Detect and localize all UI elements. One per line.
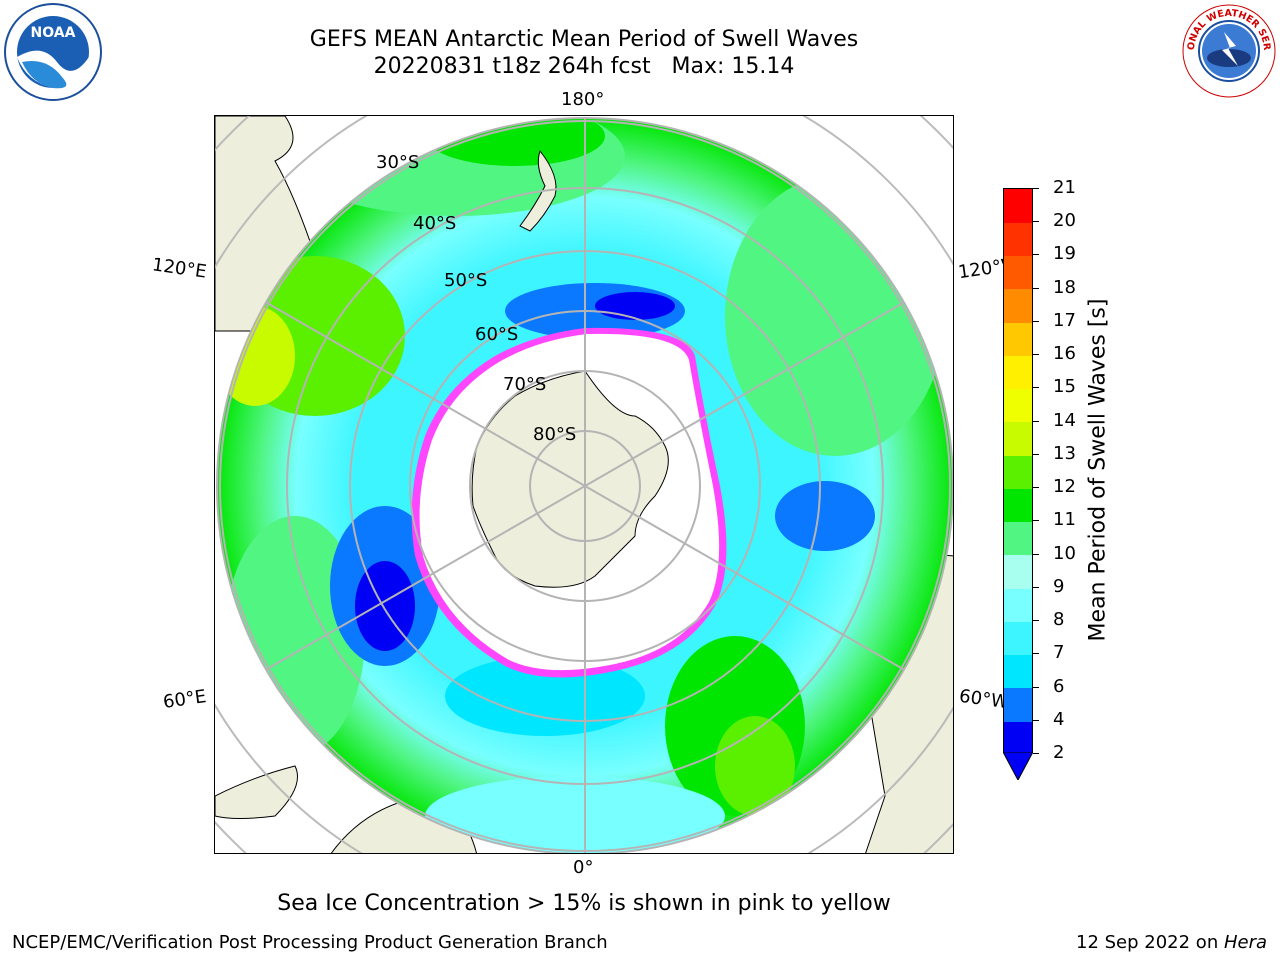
- colorbar-tick-mark: [1033, 520, 1039, 522]
- colorbar-tick-label: 20: [1053, 210, 1076, 232]
- polar-map-canvas: [215, 116, 953, 853]
- colorbar-tick-mark: [1033, 753, 1039, 754]
- nws-logo: NATIONAL WEATHER SERVICE: [1180, 2, 1276, 98]
- colorbar-tick-mark: [1033, 653, 1039, 655]
- lon-label-0: 0°: [573, 857, 594, 878]
- colorbar-tick-mark: [1033, 221, 1039, 223]
- colorbar-tick-label: 13: [1053, 442, 1076, 464]
- land-new-zealand: [519, 149, 557, 232]
- colorbar-segment: [1004, 388, 1032, 423]
- colorbar-segment: [1004, 687, 1032, 722]
- colorbar-tick-label: 11: [1053, 509, 1076, 531]
- colorbar-tick-label: 6: [1053, 675, 1065, 697]
- lat-label-40s: 40°S: [413, 213, 457, 234]
- colorbar-extend-arrow: [1003, 752, 1033, 780]
- colorbar-segment: [1004, 421, 1032, 456]
- colorbar: [1003, 188, 1033, 755]
- lat-label-50s: 50°S: [444, 270, 488, 291]
- colorbar-segment: [1004, 454, 1032, 489]
- map-title: GEFS MEAN Antarctic Mean Period of Swell…: [309, 27, 859, 52]
- colorbar-tick-mark: [1033, 287, 1039, 289]
- colorbar-tick-label: 16: [1053, 343, 1076, 365]
- colorbar-segment: [1004, 554, 1032, 589]
- colorbar-label: Mean Period of Swell Waves [s]: [1085, 298, 1111, 642]
- colorbar-tick-label: 12: [1053, 476, 1076, 498]
- colorbar-tick-label: 8: [1053, 609, 1065, 631]
- colorbar-segment: [1004, 654, 1032, 689]
- colorbar-tick-mark: [1033, 254, 1039, 256]
- noaa-logo: NOAA: [4, 3, 102, 101]
- lat-label-70s: 70°S: [503, 374, 547, 395]
- colorbar-tick-label: 9: [1053, 575, 1065, 597]
- lon-label-180: 180°: [561, 89, 605, 110]
- colorbar-tick-label: 19: [1053, 243, 1076, 265]
- colorbar-tick-mark: [1033, 620, 1039, 622]
- land-madagascar: [215, 765, 298, 819]
- colorbar-tick-mark: [1033, 487, 1039, 489]
- colorbar-tick-label: 17: [1053, 309, 1076, 331]
- colorbar-tick-mark: [1033, 387, 1039, 389]
- colorbar-segment: [1004, 355, 1032, 390]
- colorbar-tick-label: 15: [1053, 376, 1076, 398]
- footer-host: Hera: [1223, 932, 1267, 953]
- colorbar-segment: [1004, 288, 1032, 323]
- colorbar-tick-label: 2: [1053, 742, 1065, 763]
- colorbar-segment: [1004, 189, 1032, 223]
- lat-label-30s: 30°S: [376, 152, 420, 173]
- colorbar-tick-mark: [1033, 354, 1039, 356]
- colorbar-tick-label: 7: [1053, 642, 1065, 664]
- lon-label-120e: 120°E: [150, 254, 208, 283]
- colorbar-segment: [1004, 621, 1032, 656]
- colorbar-tick-label: 18: [1053, 276, 1076, 298]
- colorbar-segment: [1004, 222, 1032, 257]
- colorbar-tick-mark: [1033, 686, 1039, 688]
- colorbar-segment: [1004, 321, 1032, 356]
- colorbar-tick-label: 10: [1053, 542, 1076, 564]
- lon-label-60e: 60°E: [161, 686, 208, 713]
- footer-date-text: 12 Sep 2022 on: [1076, 932, 1224, 953]
- polar-map: [214, 115, 954, 854]
- colorbar-segment: [1004, 488, 1032, 523]
- colorbar-tick-mark: [1033, 553, 1039, 555]
- colorbar-tick-label: 14: [1053, 409, 1076, 431]
- colorbar-tick-label: 21: [1053, 177, 1076, 198]
- colorbar-tick-mark: [1033, 420, 1039, 422]
- colorbar-tick-mark: [1033, 320, 1039, 322]
- colorbar-tick-mark: [1033, 453, 1039, 455]
- footer-credit: NCEP/EMC/Verification Post Processing Pr…: [12, 932, 608, 953]
- colorbar-tick-mark: [1033, 719, 1039, 721]
- sea-ice-note: Sea Ice Concentration > 15% is shown in …: [277, 891, 891, 916]
- map-subtitle-run: 20220831 t18z 264h fcst Max: 15.14: [373, 54, 795, 79]
- svg-text:NOAA: NOAA: [31, 25, 76, 41]
- colorbar-segment: [1004, 587, 1032, 622]
- lat-label-80s: 80°S: [533, 424, 577, 445]
- colorbar-segment: [1004, 521, 1032, 556]
- colorbar-tick-label: 4: [1053, 708, 1065, 730]
- colorbar-tick-mark: [1033, 586, 1039, 588]
- footer-date: 12 Sep 2022 on Hera: [1076, 932, 1267, 953]
- colorbar-segment: [1004, 255, 1032, 290]
- lat-label-60s: 60°S: [475, 324, 519, 345]
- colorbar-tick-mark: [1033, 188, 1039, 189]
- colorbar-segment: [1004, 720, 1032, 755]
